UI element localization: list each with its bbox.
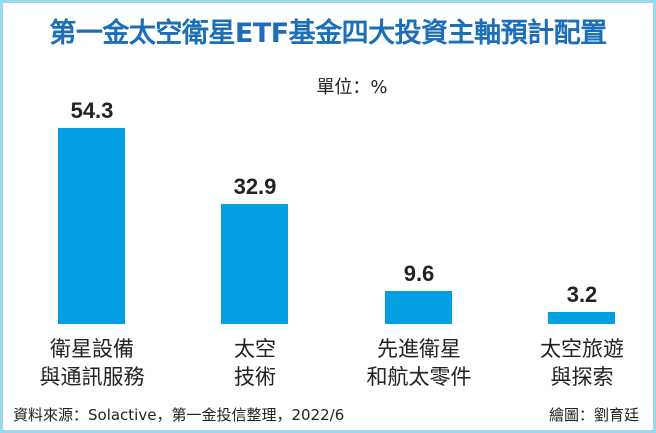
category-label-line1: 太空 bbox=[234, 337, 276, 361]
category-label: 衛星設備 與通訊服務 bbox=[17, 335, 167, 391]
category-label: 太空旅遊 與探索 bbox=[507, 335, 656, 391]
bar-value-label: 9.6 bbox=[403, 261, 435, 286]
category-label-line2: 技術 bbox=[234, 365, 276, 389]
chart-title: 第一金太空衛星ETF基金四大投資主軸預計配置 bbox=[49, 18, 607, 49]
source-note: 資料來源：Solactive，第一金投信整理，2022/6 bbox=[13, 406, 345, 424]
category-label: 先進衛星 和航太零件 bbox=[344, 335, 494, 391]
unit-label: 單位：% bbox=[316, 77, 388, 98]
category-label-line2: 和航太零件 bbox=[366, 365, 472, 389]
bar-space-tourism bbox=[548, 312, 615, 324]
category-label: 太空 技術 bbox=[180, 335, 330, 391]
bar-advanced-satellite-parts bbox=[385, 291, 452, 324]
category-label-line2: 與探索 bbox=[550, 365, 614, 389]
credit-note: 繪圖：劉育廷 bbox=[548, 406, 639, 424]
bar-value-label: 3.2 bbox=[566, 282, 598, 307]
bar-value-label: 54.3 bbox=[70, 98, 114, 123]
bar-value-label: 32.9 bbox=[233, 174, 277, 199]
category-label-line1: 太空旅遊 bbox=[540, 337, 624, 361]
category-label-line2: 與通訊服務 bbox=[39, 365, 145, 389]
bar-satellite-equipment bbox=[58, 128, 125, 324]
category-label-line1: 先進衛星 bbox=[377, 337, 461, 361]
category-label-line1: 衛星設備 bbox=[50, 337, 134, 361]
bar-space-technology bbox=[221, 204, 288, 324]
